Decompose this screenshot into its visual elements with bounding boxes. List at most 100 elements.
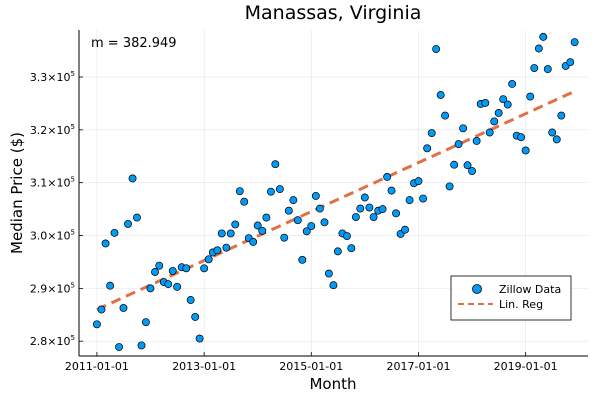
x-tick-label: 2019-01-01 xyxy=(494,360,558,373)
data-point xyxy=(195,334,204,343)
data-point xyxy=(490,117,499,126)
data-point xyxy=(173,282,182,291)
data-point xyxy=(401,225,409,234)
data-point xyxy=(320,218,329,227)
data-point xyxy=(369,213,378,221)
x-axis-title: Month xyxy=(309,375,356,393)
legend: Zillow Data Lin. Reg xyxy=(450,275,572,321)
regression-line xyxy=(96,89,576,311)
data-point xyxy=(240,197,249,206)
data-point xyxy=(213,246,222,255)
data-point xyxy=(423,144,432,153)
data-point xyxy=(168,266,177,275)
data-point xyxy=(351,213,360,221)
data-point xyxy=(436,91,445,99)
data-point xyxy=(445,182,454,191)
data-point xyxy=(280,233,289,242)
legend-marker-zillow xyxy=(472,284,482,294)
data-point xyxy=(137,341,146,350)
data-point xyxy=(124,219,132,228)
data-point xyxy=(141,318,150,327)
data-point xyxy=(441,111,450,120)
y-tick-label: 3.3×105 xyxy=(30,70,75,84)
data-point xyxy=(468,167,477,176)
data-point xyxy=(333,247,342,256)
data-point xyxy=(499,95,508,104)
data-point xyxy=(566,58,575,67)
scatter-points-layer xyxy=(92,32,579,351)
data-point xyxy=(387,186,396,195)
data-point xyxy=(315,204,324,213)
y-tick-label: 3.1×105 xyxy=(30,176,75,190)
data-point xyxy=(298,255,307,264)
data-point xyxy=(526,92,535,101)
data-point xyxy=(543,65,552,74)
data-point xyxy=(427,129,436,137)
legend-box xyxy=(450,275,572,321)
x-tick-label: 2013-01-01 xyxy=(172,360,236,373)
data-point xyxy=(405,196,414,205)
data-point xyxy=(570,38,579,47)
grid xyxy=(79,30,588,356)
data-point xyxy=(249,237,258,246)
data-point xyxy=(262,213,271,222)
data-point xyxy=(494,109,503,117)
data-point xyxy=(329,281,338,290)
data-point xyxy=(481,98,490,107)
data-point xyxy=(459,124,468,133)
data-point xyxy=(101,239,110,248)
data-point xyxy=(293,216,302,225)
data-point xyxy=(284,206,293,215)
data-point xyxy=(517,133,526,142)
data-point xyxy=(186,296,195,304)
data-point xyxy=(530,64,539,72)
data-point xyxy=(552,135,561,144)
data-point xyxy=(106,281,115,290)
legend-label-linreg: Lin. Reg xyxy=(499,298,543,311)
data-point xyxy=(450,160,459,169)
data-point xyxy=(508,79,517,88)
chart-title: Manassas, Virginia xyxy=(245,2,422,24)
data-point xyxy=(557,111,566,120)
data-point xyxy=(217,229,226,238)
y-tick-label: 3.0×105 xyxy=(30,229,75,243)
data-point xyxy=(151,268,159,276)
data-point xyxy=(146,284,155,293)
data-point xyxy=(222,243,231,252)
data-point xyxy=(503,100,512,109)
regression-line-layer xyxy=(96,89,576,311)
data-point xyxy=(231,220,240,229)
data-point xyxy=(128,174,137,183)
data-point xyxy=(191,312,200,321)
data-point xyxy=(342,232,351,241)
data-point xyxy=(182,264,191,273)
data-point xyxy=(92,320,101,329)
data-point xyxy=(115,343,124,351)
data-point xyxy=(200,264,209,273)
data-point xyxy=(275,185,284,193)
slope-annotation: m = 382.949 xyxy=(91,36,177,51)
x-tick-label: 2017-01-01 xyxy=(387,360,451,373)
data-point xyxy=(307,222,316,230)
x-tick-label: 2011-01-01 xyxy=(65,360,129,373)
y-tick-label: 3.2×105 xyxy=(30,123,75,137)
data-point xyxy=(258,226,267,235)
data-point xyxy=(311,191,320,200)
data-point xyxy=(383,172,392,181)
y-tick-label: 2.9×105 xyxy=(30,281,75,295)
data-point xyxy=(548,128,557,137)
data-point xyxy=(164,280,173,289)
data-point xyxy=(119,303,128,312)
legend-label-zillow: Zillow Data xyxy=(499,283,561,296)
data-point xyxy=(235,187,244,196)
y-tick-label: 2.8×105 xyxy=(30,334,75,348)
data-point xyxy=(356,204,365,213)
data-point xyxy=(485,128,494,137)
data-point xyxy=(97,305,106,314)
data-point xyxy=(534,44,543,53)
data-point xyxy=(204,255,213,264)
x-ticks: 2011-01-01 2013-01-01 2015-01-01 2017-01-01… xyxy=(65,352,558,373)
data-point xyxy=(133,213,141,222)
data-point xyxy=(347,244,356,253)
